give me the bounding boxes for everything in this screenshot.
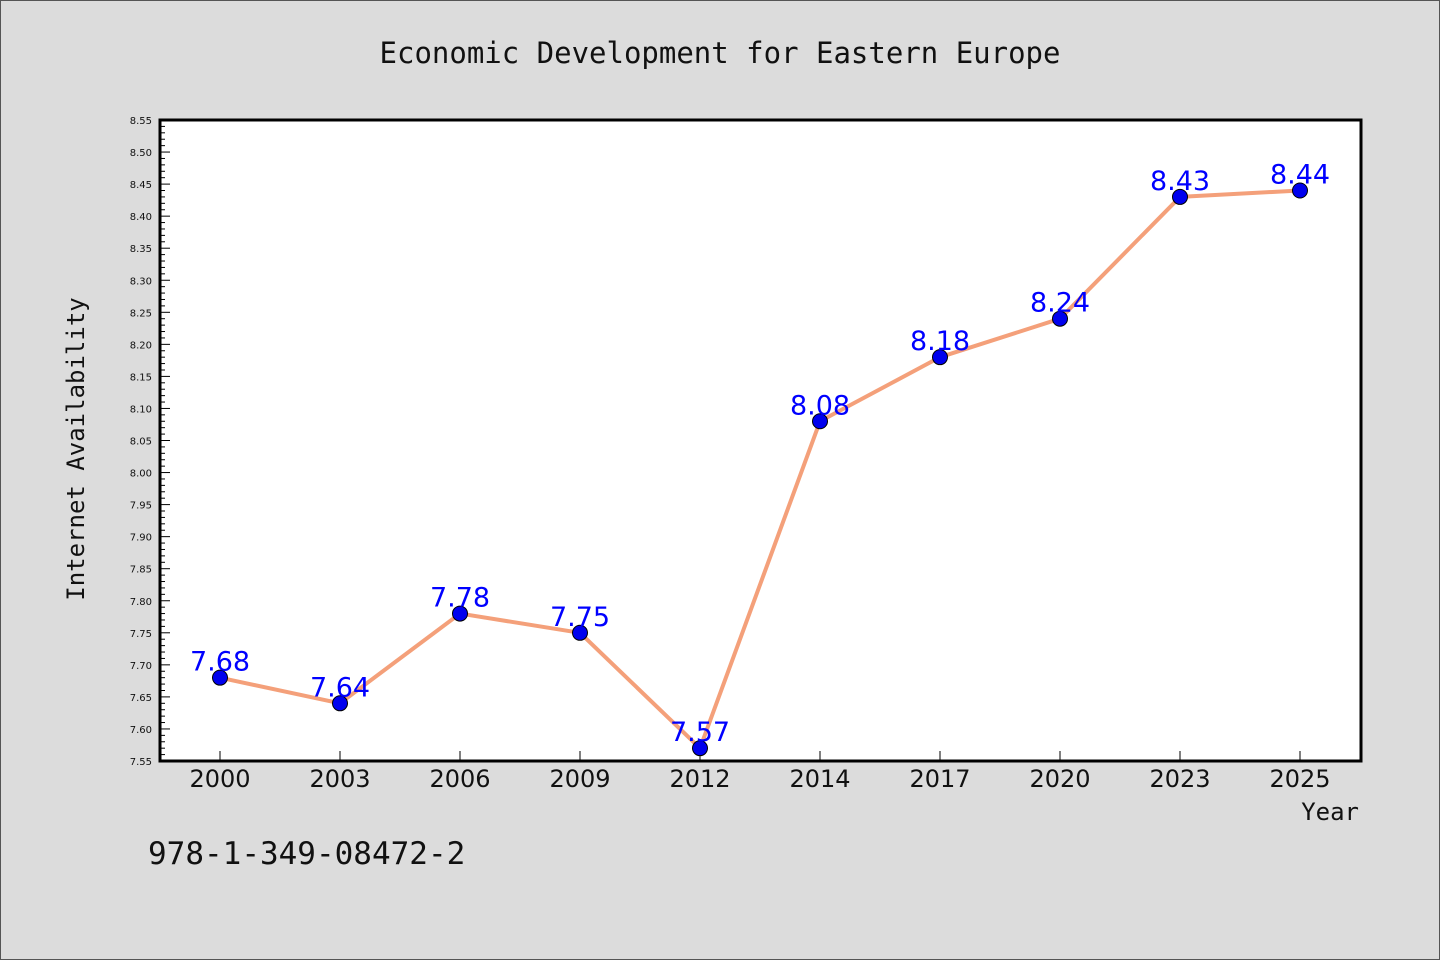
x-tick-label: 2006 (429, 765, 490, 793)
y-tick-label: 7.75 (130, 629, 152, 640)
y-tick-label: 8.35 (130, 244, 152, 255)
data-point (1052, 310, 1068, 327)
x-tick-label: 2009 (549, 765, 610, 793)
data-point (212, 669, 228, 686)
x-tick-label: 2014 (789, 765, 850, 793)
x-tick-label: 2023 (1149, 765, 1210, 793)
y-tick-label: 7.60 (130, 725, 152, 736)
data-label: 7.64 (310, 672, 370, 703)
y-tick-label: 8.05 (130, 437, 152, 448)
series (212, 182, 1308, 757)
data-point (1172, 188, 1188, 205)
y-tick-label: 7.85 (130, 565, 152, 576)
y-tick-label: 8.30 (130, 276, 152, 287)
y-tick-label: 8.15 (130, 372, 152, 383)
data-label: 7.68 (190, 647, 250, 678)
data-label: 7.57 (670, 717, 730, 748)
x-tick-label: 2017 (909, 765, 970, 793)
data-label: 8.43 (1150, 166, 1210, 197)
data-point (452, 605, 468, 622)
y-tick-label: 7.65 (130, 693, 152, 704)
x-tick-label: 2025 (1269, 765, 1330, 793)
y-axis: 7.55 7.60 7.65 7.70 7.75 7.80 7.85 7.90 7.95 8.00… (130, 116, 170, 768)
data-point (1292, 182, 1308, 199)
y-tick-label: 7.55 (130, 757, 152, 768)
data-point (332, 695, 348, 712)
data-point (692, 740, 708, 757)
y-tick-label: 8.20 (130, 340, 152, 351)
data-label: 8.24 (1030, 288, 1090, 319)
data-point (812, 413, 828, 430)
data-label: 7.78 (430, 583, 490, 614)
data-label: 8.18 (910, 326, 970, 357)
isbn-text: 978-1-349-08472-2 (148, 836, 465, 872)
series-line (219, 188, 1301, 751)
data-label: 8.44 (1270, 160, 1330, 191)
plot-area (158, 118, 1363, 763)
data-labels: 7.68 7.64 7.78 7.75 7.57 8.08 8.18 8.24 8.43 8.44 (190, 160, 1330, 749)
x-tick-label: 2003 (309, 765, 370, 793)
y-tick-label: 8.45 (130, 180, 152, 191)
y-tick-label: 7.80 (130, 597, 152, 608)
x-tick-label: 2000 (189, 765, 250, 793)
x-tick-label: 2020 (1029, 765, 1090, 793)
x-axis-label: Year (1301, 798, 1359, 826)
y-minor-ticks (160, 125, 165, 756)
y-tick-label: 8.55 (130, 116, 152, 127)
data-label: 8.08 (790, 390, 850, 421)
y-tick-label: 8.00 (130, 469, 152, 480)
x-axis: 2000 2003 2006 2009 2012 2014 2017 2020 2023 2025 (189, 751, 1331, 793)
y-tick-label: 8.25 (130, 308, 152, 319)
x-tick-label: 2012 (669, 765, 730, 793)
y-tick-label: 8.10 (130, 404, 152, 415)
data-point (932, 349, 948, 366)
y-tick-label: 7.70 (130, 661, 152, 672)
data-point (572, 624, 588, 641)
y-tick-label: 7.90 (130, 533, 152, 544)
y-tick-label: 8.40 (130, 212, 152, 223)
y-tick-label: 8.50 (130, 148, 152, 159)
y-axis-label: Internet Availability (62, 297, 90, 600)
chart-title: Economic Development for Eastern Europe (380, 36, 1061, 70)
y-tick-label: 7.95 (130, 501, 152, 512)
data-label: 7.75 (550, 602, 610, 633)
